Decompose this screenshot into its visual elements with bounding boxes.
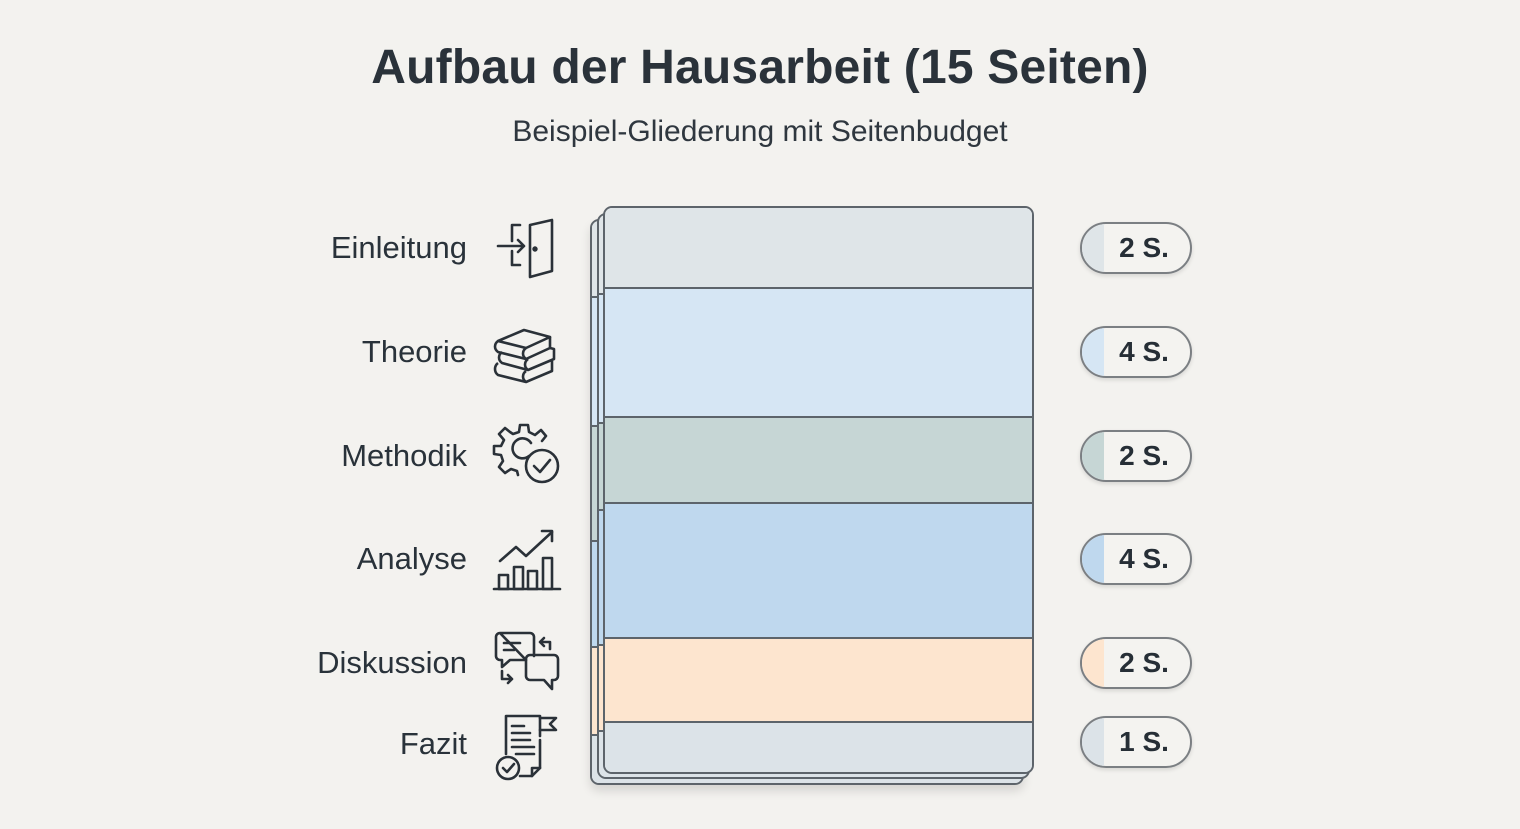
page-budget-badge-methodik: 2 S. [1080, 430, 1192, 482]
section-label-fazit: Fazit [399, 726, 467, 761]
page-count: 4 S. [1119, 336, 1169, 367]
section-label-theorie: Theorie [361, 334, 467, 369]
color-swatch [1082, 718, 1104, 766]
section-label-methodik: Methodik [341, 438, 467, 473]
gear-check-icon [490, 419, 562, 491]
page-count: 1 S. [1119, 726, 1169, 757]
section-block-analyse [605, 502, 1032, 637]
page-title: Aufbau der Hausarbeit (15 Seiten) [371, 41, 1149, 94]
section-block-fazit [605, 721, 1032, 772]
door-enter-icon [490, 211, 562, 283]
color-swatch [1082, 639, 1104, 687]
page-budget-badge-analyse: 4 S. [1080, 533, 1192, 585]
page-budget-badge-diskussion: 2 S. [1080, 637, 1192, 689]
section-label-analyse: Analyse [356, 541, 467, 576]
page-budget-badge-theorie: 4 S. [1080, 326, 1192, 378]
section-block-methodik [605, 416, 1032, 502]
color-swatch [1082, 328, 1104, 376]
section-block-einleitung [605, 208, 1032, 287]
page-budget-badge-einleitung: 2 S. [1080, 222, 1192, 274]
section-label-einleitung: Einleitung [330, 230, 467, 265]
page-subtitle: Beispiel-Gliederung mit Seitenbudget [512, 115, 1008, 148]
document-check-flag-icon [490, 710, 562, 782]
color-swatch [1082, 224, 1104, 272]
page-count: 4 S. [1119, 543, 1169, 574]
page-budget-badge-fazit: 1 S. [1080, 716, 1192, 768]
page-stack-front-sheet [603, 206, 1034, 774]
page-count: 2 S. [1119, 440, 1169, 471]
chat-bubbles-exchange-icon [490, 627, 562, 699]
page-count: 2 S. [1119, 647, 1169, 678]
section-block-theorie [605, 287, 1032, 416]
color-swatch [1082, 432, 1104, 480]
page-count: 2 S. [1119, 232, 1169, 263]
section-label-diskussion: Diskussion [317, 645, 467, 680]
section-block-diskussion [605, 637, 1032, 721]
books-stack-icon [490, 316, 562, 388]
color-swatch [1082, 535, 1104, 583]
bar-chart-trend-icon [490, 523, 562, 595]
